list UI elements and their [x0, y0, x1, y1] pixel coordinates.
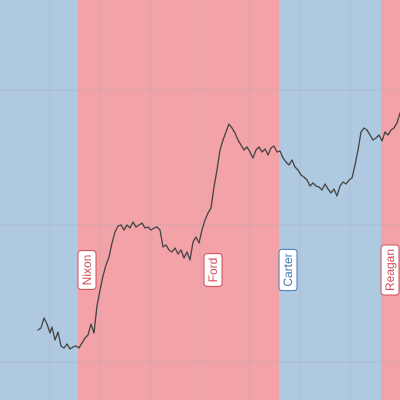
series-line-0	[37, 112, 400, 350]
term-band-ford	[204, 0, 279, 400]
president-label-text: Reagan	[383, 249, 397, 291]
president-label-text: Nixon	[80, 255, 94, 286]
president-label-ford: Ford	[203, 253, 223, 287]
president-label-box	[278, 248, 298, 292]
president-label-text: Carter	[281, 253, 295, 286]
term-band-reagan	[381, 0, 400, 400]
president-labels: Nixon Ford Carter Reagan	[77, 244, 400, 296]
president-label-text: Ford	[206, 258, 220, 283]
term-band-nixon	[78, 0, 204, 400]
president-label-box	[380, 244, 400, 296]
president-label-box	[203, 253, 223, 287]
term-band-period-0	[0, 0, 78, 400]
president-label-reagan: Reagan	[380, 244, 400, 296]
term-band-carter	[279, 0, 381, 400]
series-lines	[37, 112, 400, 350]
president-label-carter: Carter	[278, 248, 298, 292]
president-label-nixon: Nixon	[77, 250, 97, 290]
president-label-box	[77, 250, 97, 290]
